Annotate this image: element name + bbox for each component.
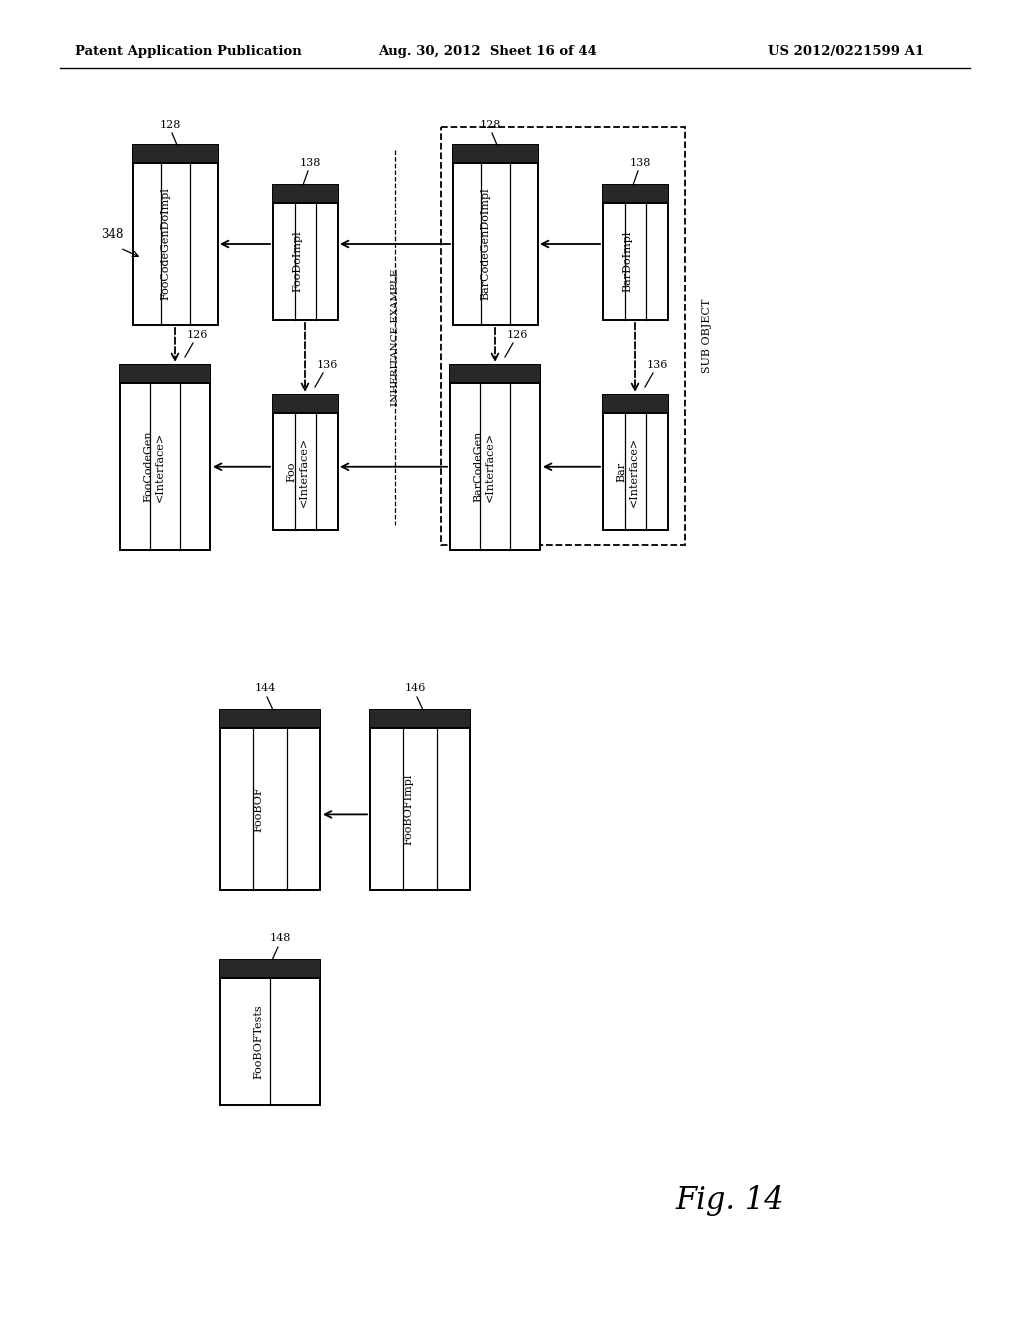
Text: BarCodeGen
<Interface>: BarCodeGen <Interface> <box>473 430 495 502</box>
Bar <box>453 145 538 162</box>
Text: BarDoImpl: BarDoImpl <box>623 231 633 292</box>
Text: Patent Application Publication: Patent Application Publication <box>75 45 302 58</box>
Bar <box>603 395 668 531</box>
Bar <box>220 960 319 1105</box>
Bar <box>133 145 218 325</box>
Text: FooBOFImpl: FooBOFImpl <box>403 774 413 845</box>
Bar <box>273 185 338 319</box>
Bar <box>450 366 540 383</box>
Bar <box>273 395 338 531</box>
Text: BarCodeGenDoImpl: BarCodeGenDoImpl <box>480 187 490 301</box>
Text: 136: 136 <box>316 360 338 370</box>
Text: 144: 144 <box>254 682 275 693</box>
Text: 126: 126 <box>506 330 527 341</box>
Bar <box>273 395 338 413</box>
Bar <box>220 710 319 890</box>
Bar <box>603 185 668 319</box>
Text: Aug. 30, 2012  Sheet 16 of 44: Aug. 30, 2012 Sheet 16 of 44 <box>378 45 597 58</box>
Text: 128: 128 <box>160 120 180 129</box>
Text: FooDoImpl: FooDoImpl <box>293 231 303 292</box>
Bar <box>453 145 538 325</box>
Bar <box>133 145 218 162</box>
Text: 136: 136 <box>646 360 668 370</box>
Text: 348: 348 <box>100 228 123 242</box>
Text: 138: 138 <box>630 158 650 168</box>
Text: 138: 138 <box>299 158 321 168</box>
Text: US 2012/0221599 A1: US 2012/0221599 A1 <box>768 45 924 58</box>
Bar <box>120 366 210 550</box>
Text: FooCodeGenDoImpl: FooCodeGenDoImpl <box>161 187 170 301</box>
Bar <box>450 366 540 550</box>
Text: 126: 126 <box>186 330 208 341</box>
Text: 128: 128 <box>479 120 501 129</box>
Text: Bar
<Interface>: Bar <Interface> <box>616 437 639 507</box>
Bar <box>603 185 668 203</box>
Text: INHERITANCE EXAMPLE: INHERITANCE EXAMPLE <box>390 269 399 407</box>
Text: FooBOFTests: FooBOFTests <box>253 1005 263 1078</box>
Bar <box>220 960 319 978</box>
Text: Foo
<Interface>: Foo <Interface> <box>287 437 308 507</box>
Bar <box>603 395 668 413</box>
Bar <box>370 710 470 890</box>
Text: 146: 146 <box>404 682 426 693</box>
Text: SUB OBJECT: SUB OBJECT <box>702 298 712 374</box>
Text: 148: 148 <box>269 933 291 942</box>
Bar <box>273 185 338 203</box>
Bar <box>120 366 210 383</box>
Bar <box>370 710 470 729</box>
Text: FooCodeGen
<Interface>: FooCodeGen <Interface> <box>143 430 165 503</box>
Text: FooBOF: FooBOF <box>253 787 263 832</box>
Bar <box>220 710 319 729</box>
Bar <box>441 127 685 545</box>
Text: Fig. 14: Fig. 14 <box>676 1184 784 1216</box>
